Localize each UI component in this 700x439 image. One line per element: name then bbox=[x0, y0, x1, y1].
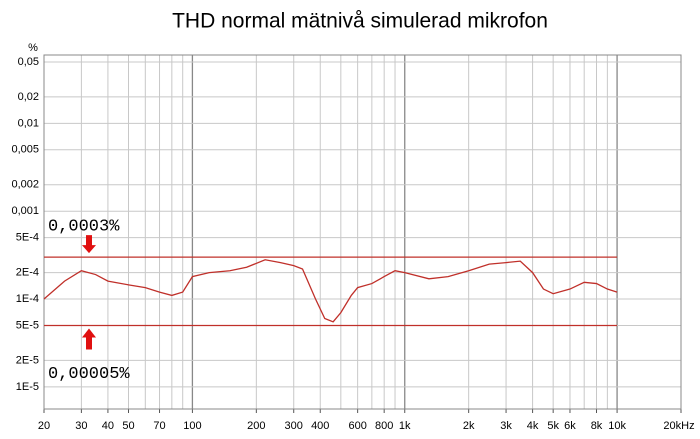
x-tick-label: 100 bbox=[183, 420, 201, 432]
x-tick-label: 600 bbox=[348, 420, 366, 432]
x-tick-label: 6k bbox=[564, 420, 576, 432]
data-line bbox=[43, 259, 618, 323]
y-tick-label: 0,002 bbox=[11, 179, 39, 191]
reference-label: 0,0003% bbox=[48, 218, 120, 237]
y-tick-label: 2E-4 bbox=[16, 267, 39, 279]
x-tick-label: 20 bbox=[38, 420, 50, 432]
x-tick-label: 200 bbox=[247, 420, 265, 432]
reference-arrow bbox=[82, 235, 96, 254]
y-tick-label: 0,001 bbox=[11, 205, 39, 217]
y-tick-label: 5E-4 bbox=[16, 232, 39, 244]
x-tick-label: 400 bbox=[311, 420, 329, 432]
y-tick-label: 2E-5 bbox=[16, 354, 39, 366]
x-tick-label: 300 bbox=[285, 420, 303, 432]
x-tick-label: 5k bbox=[547, 420, 559, 432]
y-tick-label: 0,02 bbox=[18, 91, 39, 103]
reference-arrow bbox=[82, 328, 96, 350]
x-tick-label: 2k bbox=[463, 420, 475, 432]
x-tick-label: 4k bbox=[527, 420, 539, 432]
y-tick-label: 0,05 bbox=[18, 56, 39, 68]
x-tick-label: 30 bbox=[75, 420, 87, 432]
x-tick-label: 1k bbox=[399, 420, 411, 432]
chart-title: THD normal mätnivå simulerad mikrofon bbox=[172, 10, 548, 33]
x-tick-label: 70 bbox=[153, 420, 165, 432]
x-tick-label: 40 bbox=[102, 420, 114, 432]
plot-frame bbox=[43, 54, 682, 410]
reference-label: 0,00005% bbox=[48, 365, 130, 384]
x-tick-label: 20kHz bbox=[663, 420, 694, 432]
y-tick-label: 0,005 bbox=[11, 144, 39, 156]
x-tick-label: 10k bbox=[608, 420, 626, 432]
x-tick-label: 50 bbox=[122, 420, 134, 432]
y-tick-label: 5E-5 bbox=[16, 319, 39, 331]
y-tick-label: 1E-4 bbox=[16, 293, 39, 305]
x-tick-label: 8k bbox=[591, 420, 603, 432]
x-tick-label: 3k bbox=[500, 420, 512, 432]
y-tick-label: 0,01 bbox=[18, 117, 39, 129]
y-tick-label: 1E-5 bbox=[16, 381, 39, 393]
y-unit: % bbox=[28, 42, 38, 54]
x-tick-label: 800 bbox=[375, 420, 393, 432]
